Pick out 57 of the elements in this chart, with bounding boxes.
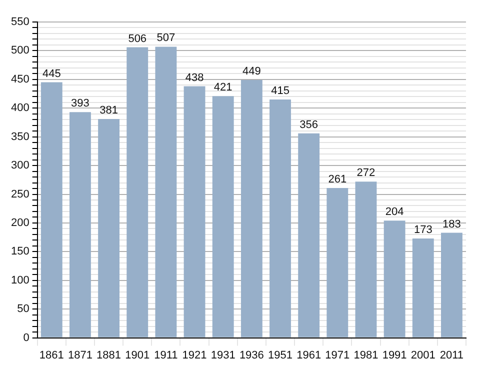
x-tick-label: 1901 [125, 349, 150, 362]
x-tick-label: 1951 [268, 349, 292, 362]
bar [240, 80, 262, 338]
data-label: 445 [42, 68, 61, 80]
data-label: 415 [271, 85, 290, 98]
x-tick-label: 1936 [239, 349, 264, 362]
x-tick-label: 1861 [39, 349, 64, 362]
x-tick-label: 1931 [210, 349, 236, 362]
x-tick-label: 1981 [354, 349, 378, 362]
bar [270, 100, 291, 338]
y-tick-label: 350 [10, 130, 30, 143]
x-tick-label: 1881 [96, 349, 122, 362]
bar [98, 119, 120, 338]
bar [212, 96, 234, 338]
data-label: 204 [385, 206, 404, 218]
bar [355, 182, 377, 338]
y-tick-label: 400 [10, 102, 30, 114]
bar [440, 232, 462, 338]
y-tick-label: 250 [10, 188, 30, 200]
data-label: 421 [214, 82, 232, 94]
y-tick-label: 550 [10, 16, 30, 28]
data-label: 183 [442, 218, 461, 230]
x-tick-label: 1961 [296, 349, 322, 362]
data-label: 438 [185, 72, 204, 84]
x-tick-label: 1971 [325, 349, 350, 362]
x-tick-label: 2001 [410, 349, 436, 362]
bar [126, 47, 148, 338]
bar [326, 188, 348, 338]
bar [412, 238, 434, 338]
y-tick-label: 50 [17, 303, 30, 316]
data-label: 449 [242, 66, 261, 78]
y-tick-label: 100 [10, 274, 30, 286]
bar [70, 112, 91, 338]
x-tick-label: 1921 [182, 349, 207, 362]
data-label: 506 [128, 32, 147, 45]
data-label: 507 [156, 32, 176, 44]
bar [384, 220, 406, 338]
y-tick-label: 450 [10, 73, 30, 86]
y-tick-label: 0 [23, 332, 30, 344]
y-tick-label: 300 [10, 160, 30, 172]
bar [155, 46, 177, 338]
bar [184, 86, 206, 338]
bar [40, 82, 62, 338]
x-tick-label: 2011 [440, 349, 464, 362]
data-label: 261 [328, 173, 347, 186]
x-tick-label: 1991 [382, 349, 407, 362]
data-label: 272 [356, 167, 376, 180]
x-tick-label: 1911 [154, 349, 178, 362]
y-tick-label: 150 [10, 246, 30, 258]
data-label: 173 [414, 224, 432, 236]
bar [298, 133, 320, 338]
data-label: 393 [71, 98, 90, 110]
x-tick-label: 1871 [68, 349, 92, 362]
data-label: 356 [300, 118, 318, 131]
data-label: 381 [100, 104, 118, 117]
y-tick-label: 200 [10, 216, 30, 229]
y-tick-label: 500 [10, 44, 30, 57]
